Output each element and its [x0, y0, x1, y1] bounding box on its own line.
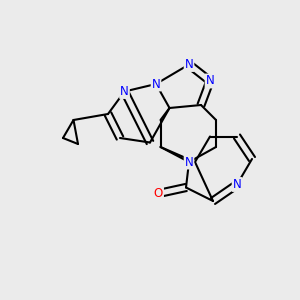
Text: O: O	[154, 187, 163, 200]
Text: N: N	[184, 155, 194, 169]
Text: N: N	[232, 178, 242, 191]
Text: N: N	[184, 58, 194, 71]
Text: N: N	[120, 85, 129, 98]
Text: N: N	[206, 74, 214, 88]
Text: N: N	[152, 77, 160, 91]
